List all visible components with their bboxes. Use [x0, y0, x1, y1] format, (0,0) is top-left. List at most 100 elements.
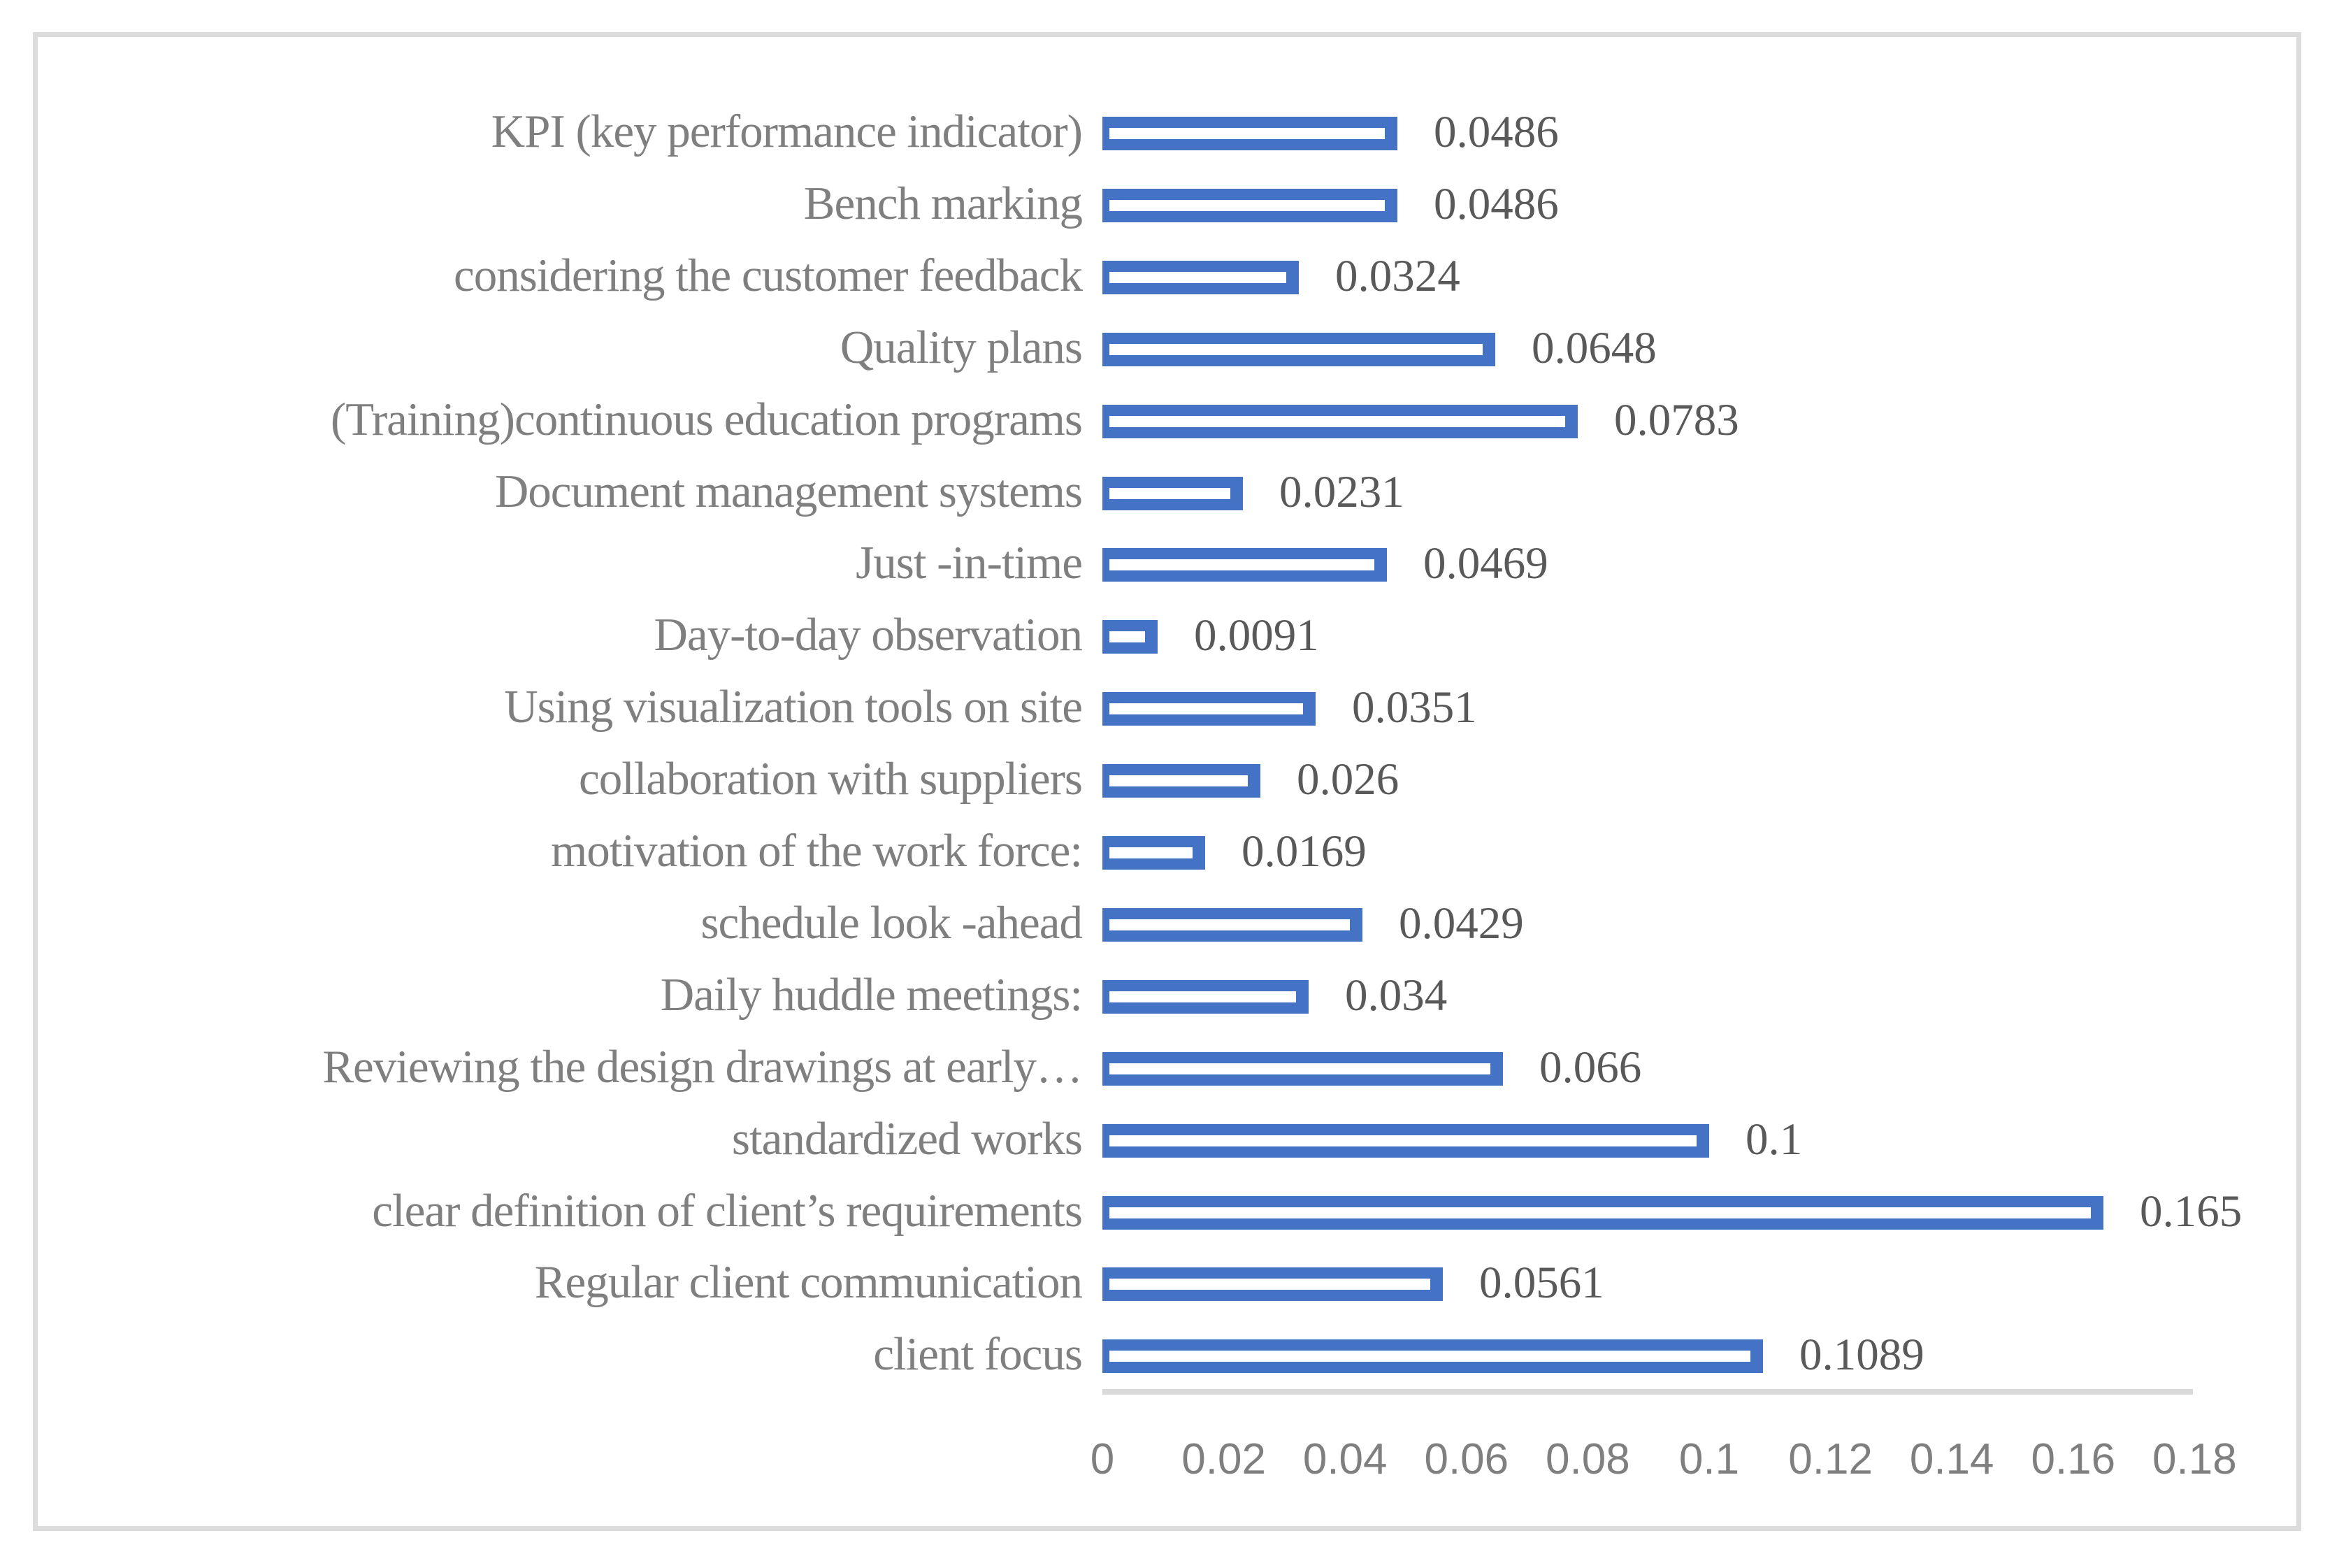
category-label: (Training)continuous education programs	[330, 393, 1083, 445]
category-label: client focus	[873, 1328, 1083, 1381]
x-tick-label: 0.08	[1546, 1435, 1630, 1483]
bar-inner-stripe	[1109, 1207, 2091, 1218]
bar	[1102, 1051, 1503, 1086]
category-label: Daily huddle meetings:	[660, 968, 1083, 1021]
value-label: 0.1089	[1799, 1330, 1924, 1381]
value-label: 0.0561	[1479, 1258, 1604, 1309]
bar	[1102, 836, 1205, 870]
bar	[1102, 1195, 2103, 1230]
chart-row: Regular client communication 0.0561	[0, 1249, 2339, 1320]
category-label: considering the customer feedback	[453, 249, 1083, 301]
chart-row: Bench marking 0.0486	[0, 170, 2339, 241]
x-tick-label: 0.18	[2152, 1435, 2237, 1483]
value-label: 0.034	[1345, 970, 1448, 1021]
x-tick-label: 0.06	[1424, 1435, 1509, 1483]
value-label: 0.0429	[1399, 898, 1524, 949]
bar	[1102, 476, 1243, 510]
bar	[1102, 117, 1397, 150]
bar-inner-stripe	[1109, 199, 1385, 211]
bar-inner-stripe	[1109, 1063, 1490, 1074]
x-tick-label: 0.1	[1678, 1435, 1740, 1483]
category-label: Bench marking	[803, 177, 1083, 229]
chart-row: Quality plans 0.0648	[0, 314, 2339, 385]
bar-inner-stripe	[1109, 847, 1193, 858]
bar-inner-stripe	[1109, 1351, 1750, 1362]
value-label: 0.0091	[1194, 610, 1319, 661]
x-tick-label: 0.04	[1302, 1435, 1388, 1483]
bar-inner-stripe	[1109, 919, 1350, 930]
chart-row: schedule look -ahead 0.0429	[0, 889, 2339, 961]
value-label: 0.165	[2140, 1186, 2243, 1237]
x-tick-label: 0.12	[1788, 1435, 1873, 1483]
category-label: Document management systems	[494, 465, 1083, 517]
value-label: 0.066	[1539, 1042, 1642, 1093]
bar	[1102, 692, 1316, 726]
bar-inner-stripe	[1109, 1135, 1697, 1146]
bar-inner-stripe	[1109, 487, 1230, 499]
chart-row: Using visualization tools on site 0.0351	[0, 673, 2339, 745]
bar	[1102, 332, 1495, 366]
chart-row: collaboration with suppliers 0.026	[0, 745, 2339, 817]
value-label: 0.1	[1746, 1114, 1803, 1165]
bar-inner-stripe	[1109, 415, 1565, 427]
chart-row: standardized works 0.1	[0, 1105, 2339, 1177]
chart-row: motivation of the work force: 0.0169	[0, 817, 2339, 889]
x-axis-line	[1102, 1389, 2193, 1395]
bar	[1102, 548, 1387, 582]
bar	[1102, 1123, 1709, 1158]
chart-row: Reviewing the design drawings at early… 0…	[0, 1033, 2339, 1105]
category-label: KPI (key performance indicator)	[491, 106, 1083, 158]
bar-inner-stripe	[1109, 343, 1483, 355]
bar	[1102, 1339, 1763, 1374]
value-label: 0.0783	[1614, 394, 1739, 445]
value-label: 0.0324	[1335, 250, 1460, 301]
category-label: Day-to-day observation	[654, 609, 1083, 661]
bar-inner-stripe	[1109, 631, 1145, 643]
bar-inner-stripe	[1109, 703, 1303, 715]
bar	[1102, 1267, 1443, 1302]
bar	[1102, 620, 1158, 654]
bar-inner-stripe	[1109, 1279, 1430, 1290]
chart-row: considering the customer feedback 0.0324	[0, 242, 2339, 313]
category-label: Reviewing the design drawings at early…	[322, 1040, 1083, 1093]
value-label: 0.0486	[1434, 178, 1559, 229]
bar	[1102, 907, 1362, 942]
chart-row: Day-to-day observation 0.0091	[0, 601, 2339, 672]
bar-inner-stripe	[1109, 271, 1286, 283]
category-label: motivation of the work force:	[551, 825, 1083, 877]
category-label: schedule look -ahead	[700, 896, 1083, 949]
bar	[1102, 188, 1397, 222]
category-label: Using visualization tools on site	[504, 681, 1083, 733]
x-tick-label: 0.16	[2031, 1435, 2116, 1483]
chart-row: (Training)continuous education programs 0…	[0, 386, 2339, 457]
bar	[1102, 979, 1309, 1014]
value-label: 0.0648	[1532, 322, 1657, 373]
x-tick-label: 0.02	[1181, 1435, 1266, 1483]
bar-inner-stripe	[1109, 991, 1296, 1002]
bar-inner-stripe	[1109, 775, 1248, 787]
value-label: 0.026	[1297, 754, 1399, 805]
category-label: collaboration with suppliers	[578, 753, 1083, 805]
value-label: 0.0231	[1279, 466, 1404, 517]
category-label: Regular client communication	[534, 1256, 1083, 1309]
value-label: 0.0469	[1423, 538, 1548, 589]
x-tick-label: 0.14	[1909, 1435, 1994, 1483]
category-label: clear definition of client’s requirement…	[372, 1184, 1083, 1237]
chart-row: clear definition of client’s requirement…	[0, 1177, 2339, 1249]
chart-row: Just -in-time 0.0469	[0, 529, 2339, 600]
value-label: 0.0486	[1434, 107, 1559, 157]
bar-inner-stripe	[1109, 128, 1385, 139]
chart-row: client focus 0.1089	[0, 1321, 2339, 1392]
x-axis-tick-labels: 0 0.02 0.04 0.06 0.08 0.1 0.12 0.14 0.16 0.18	[0, 1434, 2339, 1497]
bar-inner-stripe	[1109, 559, 1374, 571]
bar	[1102, 764, 1260, 798]
chart-row: KPI (key performance indicator) 0.0486	[0, 98, 2339, 169]
chart-row: Document management systems 0.0231	[0, 458, 2339, 529]
x-tick-label: 0	[1090, 1435, 1115, 1483]
category-label: standardized works	[731, 1112, 1083, 1165]
category-label: Just -in-time	[856, 537, 1083, 589]
value-label: 0.0351	[1352, 682, 1477, 733]
category-label: Quality plans	[840, 321, 1083, 373]
value-label: 0.0169	[1242, 826, 1367, 877]
